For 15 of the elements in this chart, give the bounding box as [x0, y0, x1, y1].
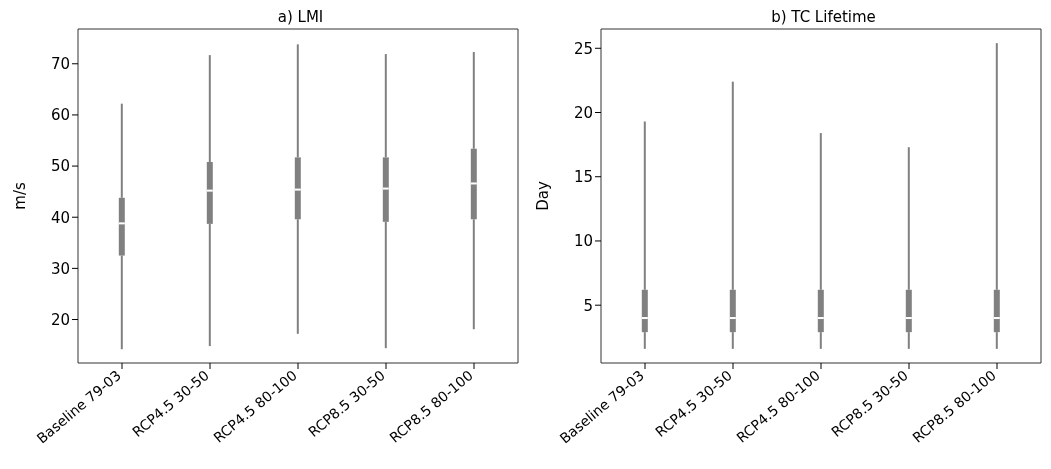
- y-tick-label: 30: [50, 259, 70, 278]
- y-axis-title: m/s: [11, 182, 30, 210]
- y-tick-label: 15: [573, 168, 593, 187]
- y-tick-label: 60: [50, 106, 70, 125]
- y-tick-label: 5: [583, 296, 593, 315]
- y-tick-label: 20: [573, 103, 593, 122]
- chart-title: a) LMI: [276, 8, 325, 28]
- y-axis-title: Day: [534, 181, 553, 211]
- y-tick-label: 25: [573, 39, 593, 58]
- y-tick-label: 50: [50, 157, 70, 176]
- y-tick-label: 10: [573, 232, 593, 251]
- chart-title: b) TC Lifetime: [770, 8, 877, 28]
- y-tick-label: 20: [50, 310, 70, 329]
- y-tick-label: 70: [50, 55, 70, 74]
- y-tick-label: 40: [50, 208, 70, 227]
